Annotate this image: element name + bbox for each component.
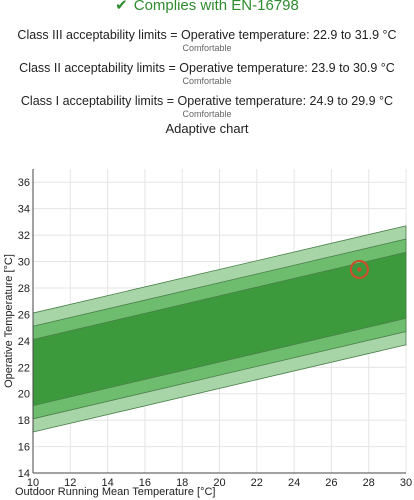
y-tick-label: 36 bbox=[18, 177, 30, 189]
check-icon: ✔ bbox=[115, 0, 128, 14]
class-ii-limit: Class II acceptability limits = Operativ… bbox=[19, 61, 395, 75]
class-i-note: Comfortable bbox=[182, 109, 232, 119]
x-tick-label: 28 bbox=[363, 477, 375, 489]
y-tick-label: 16 bbox=[18, 442, 30, 454]
acceptability-limits: Class III acceptability limits = Operati… bbox=[0, 28, 414, 127]
y-tick-label: 18 bbox=[18, 415, 30, 427]
current-condition-point bbox=[357, 267, 362, 272]
y-axis-label: Operative Temperature [°C] bbox=[3, 254, 15, 388]
compliance-status: ✔ Complies with EN-16798 bbox=[0, 0, 414, 14]
x-tick-label: 16 bbox=[139, 477, 151, 489]
x-tick-label: 30 bbox=[400, 477, 412, 489]
y-tick-label: 20 bbox=[18, 389, 30, 401]
adaptive-chart: 10 12 14 16 18 20 22 24 26 28 30 14 16 18 20 22 24 26 28 30… bbox=[3, 169, 412, 498]
x-tick-label: 20 bbox=[213, 477, 225, 489]
y-tick-label: 30 bbox=[18, 257, 30, 269]
x-tick-label: 12 bbox=[64, 477, 76, 489]
compliance-status-text: Complies with EN-16798 bbox=[133, 0, 299, 14]
class-i-limit: Class I acceptability limits = Operative… bbox=[20, 94, 394, 108]
y-tick-label: 14 bbox=[18, 468, 30, 480]
current-condition-ring bbox=[349, 259, 369, 280]
x-tick-label: 18 bbox=[176, 477, 188, 489]
x-tick-label: 22 bbox=[251, 477, 263, 489]
y-tick-label: 24 bbox=[18, 336, 30, 348]
class-iii-limit: Class III acceptability limits = Operati… bbox=[17, 28, 397, 42]
y-tick-label: 22 bbox=[18, 362, 30, 374]
x-tick-label: 10 bbox=[27, 477, 39, 489]
x-tick-label: 14 bbox=[101, 477, 113, 489]
x-tick-label: 24 bbox=[288, 477, 300, 489]
chart-title: Adaptive chart bbox=[165, 121, 249, 136]
y-tick-label: 26 bbox=[18, 309, 30, 321]
x-tick-label: 26 bbox=[325, 477, 337, 489]
y-tick-label: 32 bbox=[18, 230, 30, 242]
y-tick-label: 28 bbox=[18, 283, 30, 295]
x-axis-label: Outdoor Running Mean Temperature [°C] bbox=[15, 486, 215, 498]
class-ii-note: Comfortable bbox=[182, 76, 232, 86]
class-iii-note: Comfortable bbox=[182, 43, 232, 53]
y-tick-label: 34 bbox=[18, 204, 30, 216]
